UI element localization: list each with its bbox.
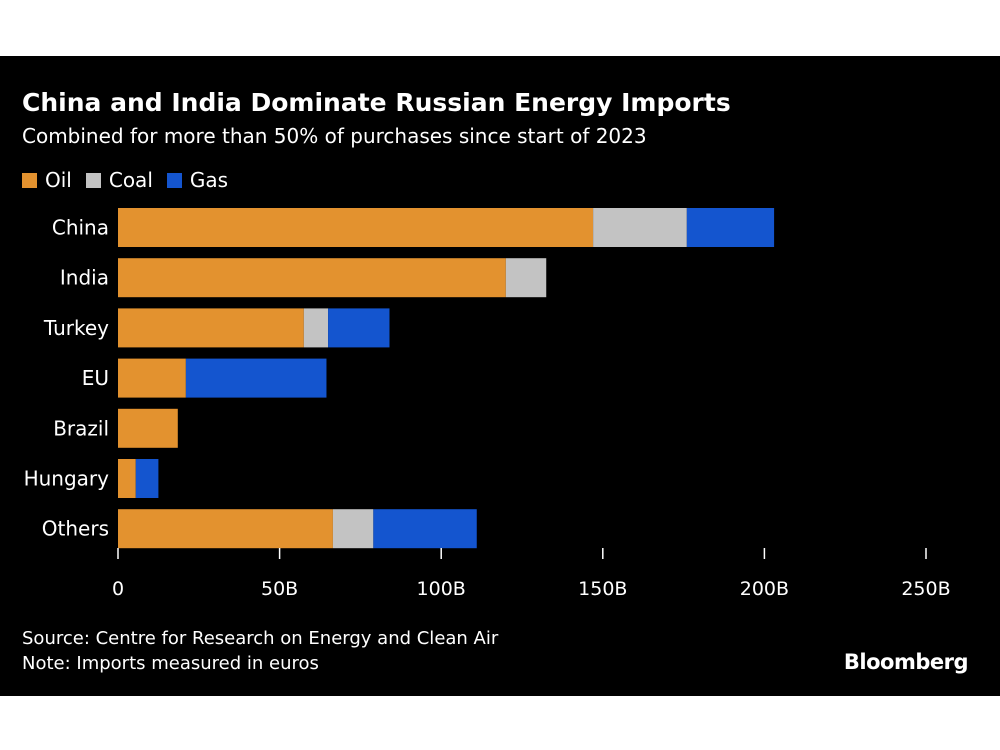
category-label-hungary: Hungary (24, 467, 110, 491)
bar-china-oil (118, 208, 594, 247)
source-note: Source: Centre for Research on Energy an… (22, 628, 499, 649)
chart-title: China and India Dominate Russian Energy … (22, 88, 731, 117)
chart-legend: Oil Coal Gas (22, 168, 242, 192)
measurement-note: Note: Imports measured in euros (22, 653, 319, 674)
legend-swatch-oil (22, 172, 37, 188)
chart-subtitle: Combined for more than 50% of purchases … (22, 124, 647, 148)
category-label-brazil: Brazil (53, 416, 109, 440)
bar-hungary-oil (118, 459, 136, 498)
bar-others-oil (118, 509, 333, 549)
bar-turkey-coal (303, 308, 329, 348)
legend-swatch-gas (166, 172, 182, 188)
legend-label-oil: Oil (45, 168, 72, 192)
legend-label-gas: Gas (189, 168, 229, 192)
bar-eu-oil (118, 358, 186, 398)
category-label-others: Others (42, 517, 109, 541)
bar-india-oil (118, 258, 506, 298)
x-tick-label-0: 0 (112, 578, 124, 600)
category-label-india: India (60, 266, 109, 290)
bar-others-coal (332, 509, 374, 549)
x-tick-label-4: 200B (740, 578, 789, 600)
x-tick-label-1: 50B (261, 578, 298, 600)
bar-hungary-gas (135, 459, 159, 498)
x-tick-label-2: 100B (417, 578, 466, 600)
bar-others-gas (373, 509, 477, 549)
category-label-turkey: Turkey (43, 316, 109, 340)
category-label-eu: EU (82, 366, 109, 390)
x-tick-label-5: 250B (901, 578, 950, 600)
bar-china-gas (686, 208, 775, 247)
chart-panel: China and India Dominate Russian Energy … (0, 56, 1000, 696)
bar-eu-gas (185, 358, 327, 398)
legend-label-coal: Coal (108, 168, 153, 192)
category-label-china: China (52, 216, 109, 240)
legend-item-coal: Coal (85, 168, 153, 192)
legend-item-oil: Oil (22, 168, 72, 192)
bar-china-coal (593, 208, 687, 247)
legend-swatch-coal (85, 172, 101, 188)
bar-chart: China India Turkey EU Brazil Hungary Others 0 50… (24, 208, 951, 600)
bloomberg-logo: Bloomberg (843, 650, 969, 674)
legend-item-gas: Gas (166, 168, 229, 192)
x-tick-label-3: 150B (578, 578, 627, 600)
bar-turkey-gas (328, 308, 390, 348)
bar-turkey-oil (118, 308, 304, 348)
bar-brazil-oil (118, 408, 178, 448)
bar-india-coal (505, 258, 547, 298)
